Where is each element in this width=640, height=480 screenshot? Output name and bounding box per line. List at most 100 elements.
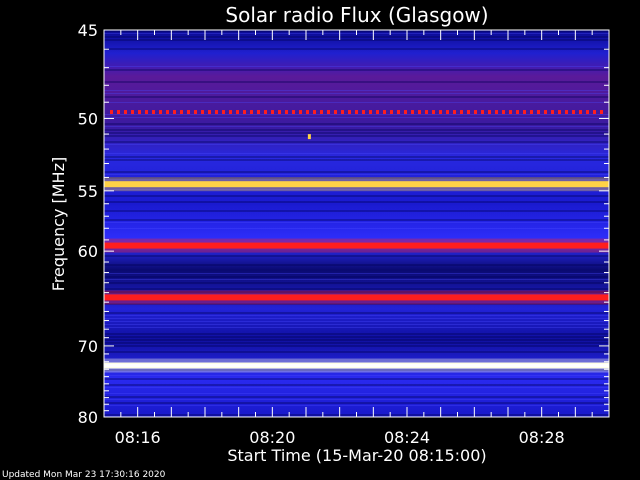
y-tick-label: 70 [78,337,98,356]
noise-stripe [104,303,609,305]
band-dot [411,110,414,115]
noise-stripe [104,222,609,223]
x-axis: 08:16 08:20 08:24 08:28 [115,30,593,447]
band-dot [117,110,120,115]
noise-stripe [104,144,609,145]
y-tick-label: 50 [78,109,98,128]
band-dot [173,110,176,115]
band-dot [544,110,547,115]
noise-stripe [104,369,609,371]
band-core [104,364,609,368]
band-dot [369,110,372,115]
band-dot [481,110,484,115]
band-dot [593,110,596,115]
noise-stripe [104,141,609,143]
noise-stripe [104,276,609,278]
noise-stripe [104,336,609,338]
noise-stripe [104,102,609,103]
noise-stripe [104,396,609,398]
noise-stripe [104,318,609,319]
band-dot [306,110,309,115]
noise-stripe [104,405,609,406]
band-dot [551,110,554,115]
band-dot [236,110,239,115]
noise-stripe [104,375,609,376]
noise-stripe [104,312,609,314]
band-dot [299,110,302,115]
band-dot [600,110,603,115]
noise-stripe [104,39,609,41]
noise-stripe [104,153,609,154]
band-dot [152,110,155,115]
noise-stripe [104,378,609,380]
y-tick-label: 60 [78,242,98,261]
band-dot [509,110,512,115]
noise-stripe [104,333,609,335]
noise-stripe [104,387,609,388]
noise-stripe [104,171,609,173]
emission-bands [104,110,609,373]
noise-stripe [104,384,609,386]
band-dot [271,110,274,115]
noise-stripe [104,117,609,118]
noise-stripe [104,48,609,50]
noise-stripe [104,189,609,190]
noise-stripe [104,132,609,134]
x-tick-label: 08:16 [115,428,161,447]
band-dot [159,110,162,115]
noise-stripe [104,36,609,38]
band-dot [243,110,246,115]
band-dot [453,110,456,115]
noise-stripe [104,273,609,274]
y-tick-label: 45 [78,21,98,40]
x-axis-label: Start Time (15-Mar-20 08:15:00) [227,446,486,465]
noise-stripe [104,255,609,257]
band-dot [390,110,393,115]
band-dot [292,110,295,115]
noise-stripe [104,126,609,127]
band-dot [516,110,519,115]
band-dot [250,110,253,115]
noise-stripe [104,177,609,179]
noise-stripe [104,339,609,341]
band-dot [327,110,330,115]
noise-stripe [104,174,609,175]
band-dot [432,110,435,115]
x-tick-label: 08:20 [249,428,295,447]
noise-stripe [104,135,609,137]
noise-stripe [104,129,609,131]
noise-stripe [104,342,609,344]
noise-stripe [104,288,609,290]
band-dot [502,110,505,115]
band-dot [222,110,225,115]
band-dot [376,110,379,115]
y-tick-label: 55 [78,182,98,201]
noise-stripe [104,201,609,203]
band-dot [208,110,211,115]
noise-stripe [104,66,609,67]
noise-stripe [104,114,609,115]
noise-stripe [104,345,609,347]
noise-stripe [104,159,609,161]
noise-stripe [104,351,609,353]
noise-stripe [104,96,609,98]
noise-stripe [104,321,609,322]
band-dot [313,110,316,115]
band-dot [488,110,491,115]
y-axis-label: Frequency [MHz] [49,157,68,291]
noise-stripe [104,291,609,293]
band-dot [320,110,323,115]
noise-stripe [104,402,609,404]
band-dot [572,110,575,115]
y-axis: 45 50 55 60 70 80 [78,21,609,427]
updated-timestamp: Updated Mon Mar 23 17:30:16 2020 [2,470,166,480]
band-dot [215,110,218,115]
band-dot [460,110,463,115]
band-dot [166,110,169,115]
band-dot [278,110,281,115]
noise-stripe [104,228,609,229]
band-2 [104,242,609,249]
band-dot [467,110,470,115]
band-dot [341,110,344,115]
band-dot [530,110,533,115]
